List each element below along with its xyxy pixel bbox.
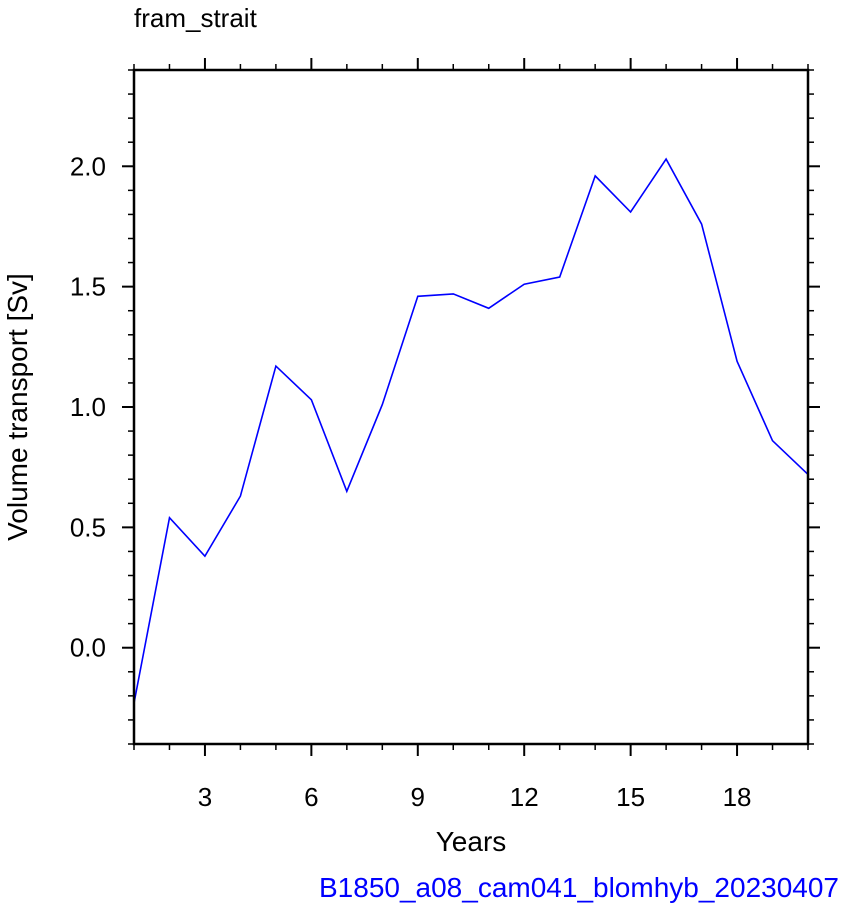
y-tick-label: 0.0 [70, 633, 106, 663]
y-axis-label: Volume transport [Sv] [2, 273, 33, 541]
x-tick-label: 9 [411, 782, 425, 812]
x-tick-label: 12 [510, 782, 539, 812]
series-layer [133, 157, 809, 704]
x-tick-labels: 3 6 9 12 15 18 [198, 782, 752, 812]
y-tick-labels: 0.0 0.5 1.0 1.5 2.0 [70, 151, 106, 662]
x-tick-label: 3 [198, 782, 212, 812]
x-tick-label: 15 [616, 782, 645, 812]
y-tick-label: 1.0 [70, 392, 106, 422]
series-line [133, 157, 809, 704]
plot-frame [132, 68, 810, 746]
y-tick-label: 1.5 [70, 272, 106, 302]
x-axis-label: Years [436, 826, 507, 857]
x-tick-label: 6 [304, 782, 318, 812]
y-tick-label: 0.5 [70, 512, 106, 542]
axis-ticks [122, 58, 820, 756]
footer-label: B1850_a08_cam041_blomhyb_20230407 [319, 872, 839, 903]
chart-title: fram_strait [134, 3, 258, 33]
x-tick-label: 18 [723, 782, 752, 812]
y-tick-label: 2.0 [70, 151, 106, 181]
